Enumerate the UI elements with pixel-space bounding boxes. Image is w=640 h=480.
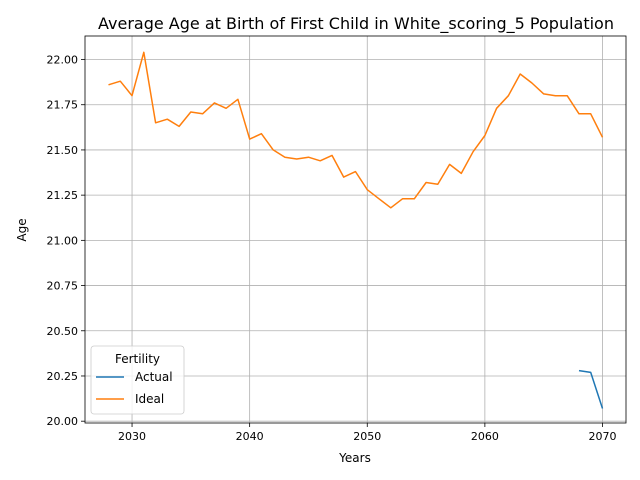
plot-frame <box>84 35 627 424</box>
y-tick-label: 21.25 <box>47 189 79 202</box>
y-tick-label: 21.75 <box>47 99 79 112</box>
legend: Fertility Actual Ideal <box>90 345 185 415</box>
gridlines <box>85 36 626 423</box>
y-axis: 20.00 20.25 20.50 20.75 21.00 21.25 21.50 21.75… <box>47 54 85 428</box>
y-tick-label: 20.25 <box>47 370 79 383</box>
y-axis-label: Age <box>15 218 29 241</box>
x-tick-label: 2060 <box>471 430 499 443</box>
y-tick-label: 22.00 <box>47 54 79 67</box>
series-layer <box>108 51 604 409</box>
legend-label-ideal: Ideal <box>135 392 164 406</box>
series-line-ideal <box>108 51 604 209</box>
x-axis: 2030 2040 2050 2060 2070 <box>118 423 616 443</box>
x-axis-label: Years <box>338 451 371 465</box>
chart-title: Average Age at Birth of First Child in W… <box>98 14 614 34</box>
y-tick-label: 20.50 <box>47 325 79 338</box>
y-tick-label: 21.00 <box>47 234 79 247</box>
legend-title: Fertility <box>115 352 160 366</box>
legend-box <box>90 345 185 415</box>
series-line-actual <box>578 369 604 409</box>
legend-label-actual: Actual <box>135 370 173 384</box>
x-tick-label: 2050 <box>353 430 381 443</box>
y-tick-label: 20.00 <box>47 415 79 428</box>
x-tick-label: 2070 <box>588 430 616 443</box>
y-tick-label: 20.75 <box>47 280 79 293</box>
x-tick-label: 2040 <box>236 430 264 443</box>
y-tick-label: 21.50 <box>47 144 79 157</box>
x-tick-label: 2030 <box>118 430 146 443</box>
